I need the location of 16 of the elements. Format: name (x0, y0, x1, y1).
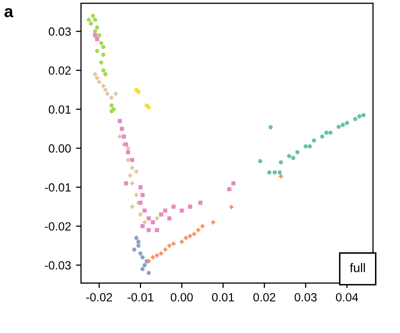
y-tick-label: 0.01 (48, 105, 71, 114)
y-tick-label: -0.02 (44, 222, 71, 231)
x-tick-label: 0.04 (336, 293, 358, 302)
y-tick-label: 0.03 (48, 27, 71, 36)
y-tick-label: 0.02 (48, 66, 71, 75)
y-tick-label: -0.03 (44, 261, 71, 270)
x-tick-label: -0.02 (86, 293, 112, 302)
x-tick-label: 0.01 (212, 293, 234, 302)
y-tick-label: -0.01 (44, 183, 71, 192)
x-tick-label: 0.03 (294, 293, 317, 302)
annotation: full (350, 263, 365, 272)
text: a (4, 8, 14, 18)
y-tick-label: 0.00 (48, 144, 71, 153)
x-tick-label: -0.01 (128, 293, 154, 302)
x-tick-label: 0.02 (253, 293, 276, 302)
x-tick-label: 0.00 (170, 293, 193, 302)
